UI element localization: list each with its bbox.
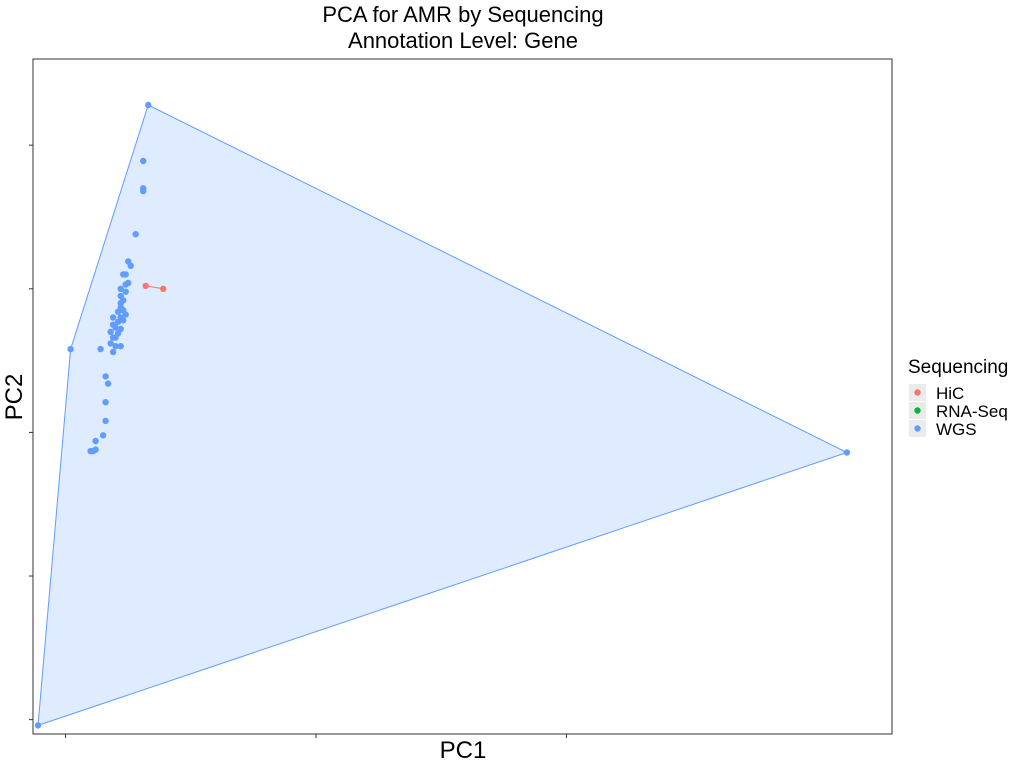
point-wgs-4 bbox=[132, 231, 139, 238]
panel-border bbox=[32, 58, 893, 735]
point-wgs-24 bbox=[112, 324, 119, 331]
point-wgs-11 bbox=[117, 285, 124, 292]
point-wgs-33 bbox=[109, 348, 117, 356]
point-wgs-35 bbox=[67, 345, 74, 353]
point-wgs-21 bbox=[114, 318, 122, 325]
chart-subtitle: Annotation Level: Gene bbox=[348, 28, 578, 53]
axis-ticks bbox=[29, 144, 567, 738]
legend-label-hic: HiC bbox=[936, 384, 964, 403]
legend-entry-wgs: WGS bbox=[909, 420, 977, 439]
point-wgs-36 bbox=[102, 373, 109, 380]
point-hic-0 bbox=[142, 282, 149, 290]
point-wgs-37 bbox=[104, 380, 112, 387]
point-wgs-26 bbox=[107, 328, 114, 336]
plot-panel bbox=[32, 58, 893, 735]
data-points bbox=[34, 101, 851, 729]
point-wgs-39 bbox=[102, 417, 109, 425]
point-wgs-8 bbox=[122, 271, 129, 278]
legend-label-wgs: WGS bbox=[936, 420, 977, 439]
point-wgs-34 bbox=[97, 345, 104, 353]
point-wgs-1 bbox=[140, 157, 147, 165]
legend-swatch-hic bbox=[914, 389, 921, 396]
point-wgs-6 bbox=[127, 262, 134, 269]
point-wgs-41 bbox=[92, 437, 99, 445]
legend-swatch-wgs bbox=[914, 425, 921, 432]
chart-title: PCA for AMR by Sequencing bbox=[322, 2, 603, 27]
point-wgs-18 bbox=[122, 311, 129, 318]
point-wgs-29 bbox=[112, 334, 119, 341]
point-wgs-44 bbox=[89, 447, 97, 455]
point-wgs-38 bbox=[102, 399, 109, 406]
point-wgs-45 bbox=[843, 449, 851, 456]
point-wgs-12 bbox=[122, 288, 129, 295]
point-wgs-31 bbox=[112, 343, 119, 350]
point-wgs-30 bbox=[107, 340, 114, 347]
point-wgs-0 bbox=[145, 101, 152, 109]
point-wgs-3 bbox=[140, 187, 147, 195]
point-wgs-19 bbox=[109, 314, 117, 321]
hull-wgs bbox=[37, 104, 849, 727]
point-hic-1 bbox=[160, 285, 167, 292]
x-axis-title: PC1 bbox=[440, 737, 487, 764]
legend-swatch-rna-seq bbox=[914, 407, 921, 414]
point-wgs-10 bbox=[122, 281, 129, 288]
legend-entry-hic: HiC bbox=[909, 384, 964, 403]
legend-label-rna-seq: RNA-Seq bbox=[936, 402, 1008, 421]
point-wgs-32 bbox=[117, 343, 124, 350]
legend-entry-rna-seq: RNA-Seq bbox=[909, 402, 1008, 421]
legend-title: Sequencing bbox=[908, 357, 1008, 378]
point-wgs-17 bbox=[114, 308, 122, 315]
point-wgs-46 bbox=[34, 722, 42, 729]
point-wgs-47 bbox=[117, 299, 124, 307]
y-axis-title: PC2 bbox=[1, 374, 28, 421]
point-wgs-22 bbox=[120, 317, 127, 324]
group-hulls bbox=[37, 104, 849, 727]
point-wgs-40 bbox=[99, 432, 107, 439]
